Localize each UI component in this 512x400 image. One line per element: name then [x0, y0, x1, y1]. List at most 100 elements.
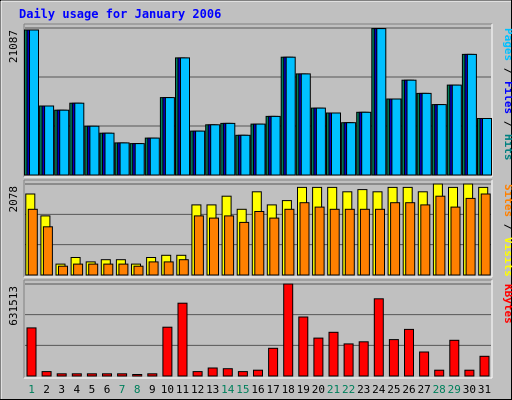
bar-pages-day-7: [119, 142, 130, 176]
bar-pages-day-25: [391, 98, 402, 176]
bar-kbytes-day-4: [71, 373, 82, 377]
bar-pages-day-16: [255, 123, 266, 176]
bar-pages-day-12: [195, 130, 206, 176]
x-tick-label-day-9: 9: [149, 383, 156, 396]
bar-pages-day-31: [482, 118, 492, 176]
x-tick-label-day-23: 23: [357, 383, 370, 396]
panel-max-label: 21087: [7, 30, 20, 63]
bar-sites-day-29: [450, 206, 461, 276]
bar-pages-day-19: [300, 73, 311, 176]
legend-separator: /: [502, 114, 512, 134]
bar-pages-day-5: [89, 125, 100, 176]
legend-separator: /: [502, 61, 512, 81]
bar-pages-day-18: [285, 56, 296, 176]
bar-sites-day-28: [435, 195, 446, 276]
bar-kbytes-day-8: [132, 374, 143, 377]
x-tick-label-day-13: 13: [206, 383, 219, 396]
bar-sites-day-3: [58, 265, 68, 276]
bar-sites-day-26: [405, 202, 416, 276]
x-tick-label-day-21: 21: [327, 383, 340, 396]
bar-kbytes-day-21: [328, 331, 339, 377]
bar-kbytes-day-2: [41, 371, 52, 377]
bar-kbytes-day-24: [373, 298, 384, 377]
bar-kbytes-day-20: [313, 337, 324, 377]
bar-kbytes-day-10: [162, 326, 173, 377]
bar-kbytes-day-22: [343, 343, 354, 377]
bar-sites-day-24: [375, 208, 385, 276]
bar-sites-day-11: [178, 259, 189, 276]
x-tick-label-day-26: 26: [402, 383, 415, 396]
bar-sites-day-30: [465, 197, 476, 276]
bar-pages-day-14: [225, 122, 236, 176]
bar-kbytes-day-28: [434, 369, 445, 377]
panel-max-label: 2078: [7, 186, 20, 213]
bar-kbytes-day-26: [404, 328, 414, 377]
bar-kbytes-day-31: [479, 355, 490, 377]
bar-sites-day-16: [254, 211, 265, 276]
bar-pages-day-29: [451, 84, 462, 176]
bar-pages-day-23: [361, 111, 372, 176]
bar-pages-day-24: [376, 28, 387, 176]
visits-panel: 2078 Sites / Visits: [7, 179, 512, 278]
bar-kbytes-day-29: [449, 339, 460, 377]
x-tick-label-day-30: 30: [463, 383, 476, 396]
x-tick-label-day-27: 27: [417, 383, 430, 396]
bar-sites-day-19: [299, 202, 310, 276]
x-tick-label-day-6: 6: [104, 383, 111, 396]
bar-sites-day-31: [480, 193, 491, 276]
bar-sites-day-20: [314, 206, 325, 276]
legend-entry-sites: Sites: [502, 184, 512, 217]
bar-pages-day-4: [74, 102, 85, 176]
bar-pages-day-2: [44, 105, 55, 176]
x-tick-label-day-2: 2: [43, 383, 50, 396]
panel-max-label: 631513: [7, 286, 20, 326]
x-tick-label-day-4: 4: [73, 383, 80, 396]
bar-pages-day-11: [180, 57, 190, 176]
bar-sites-day-25: [390, 202, 401, 276]
bar-sites-day-10: [163, 261, 174, 276]
chart-panels: 21087 Pages / Files / Hits 2078 Sites / Vis…: [7, 23, 512, 379]
bar-kbytes-day-1: [26, 327, 37, 377]
x-tick-label-day-28: 28: [433, 383, 446, 396]
x-tick-label-day-19: 19: [297, 383, 310, 396]
bar-sites-day-21: [329, 208, 340, 276]
bar-sites-day-22: [344, 208, 355, 276]
kbytes-panel: 631513 KBytes: [7, 279, 512, 379]
bar-kbytes-day-18: [283, 283, 294, 377]
bar-sites-day-14: [224, 215, 235, 276]
x-tick-label-day-8: 8: [134, 383, 141, 396]
bar-pages-day-13: [210, 124, 221, 176]
bar-pages-day-15: [240, 134, 251, 176]
x-tick-label-day-24: 24: [372, 383, 386, 396]
x-tick-label-day-29: 29: [448, 383, 461, 396]
legend-entry-visits: Visits: [502, 237, 512, 277]
bar-kbytes-day-19: [298, 316, 309, 377]
bar-sites-day-23: [359, 208, 370, 276]
chart-title: Daily usage for January 2006: [19, 7, 221, 21]
bar-kbytes-day-6: [102, 373, 112, 377]
bar-kbytes-day-27: [419, 351, 430, 377]
x-tick-label-day-17: 17: [266, 383, 279, 396]
bar-pages-day-3: [59, 109, 70, 176]
bar-kbytes-day-5: [86, 373, 97, 377]
bar-pages-day-21: [331, 112, 341, 176]
bar-kbytes-day-23: [358, 341, 369, 377]
bar-pages-day-27: [421, 92, 432, 176]
bar-kbytes-day-30: [464, 369, 475, 377]
bar-pages-day-1: [29, 29, 39, 176]
bar-sites-day-12: [193, 215, 204, 276]
hits-panel: 21087 Pages / Files / Hits: [7, 23, 512, 178]
bar-kbytes-day-13: [207, 367, 218, 377]
bar-sites-day-13: [209, 217, 219, 276]
bar-kbytes-day-25: [388, 339, 399, 377]
x-tick-label-day-5: 5: [89, 383, 96, 396]
x-tick-label-day-15: 15: [236, 383, 249, 396]
bar-sites-day-1: [27, 208, 38, 276]
x-tick-label-day-18: 18: [282, 383, 295, 396]
bar-pages-day-20: [315, 107, 326, 176]
bar-pages-day-6: [104, 132, 115, 176]
x-tick-label-day-10: 10: [161, 383, 174, 396]
panel-legend: KBytes: [502, 284, 512, 324]
legend-entry-kbytes: KBytes: [502, 284, 512, 324]
